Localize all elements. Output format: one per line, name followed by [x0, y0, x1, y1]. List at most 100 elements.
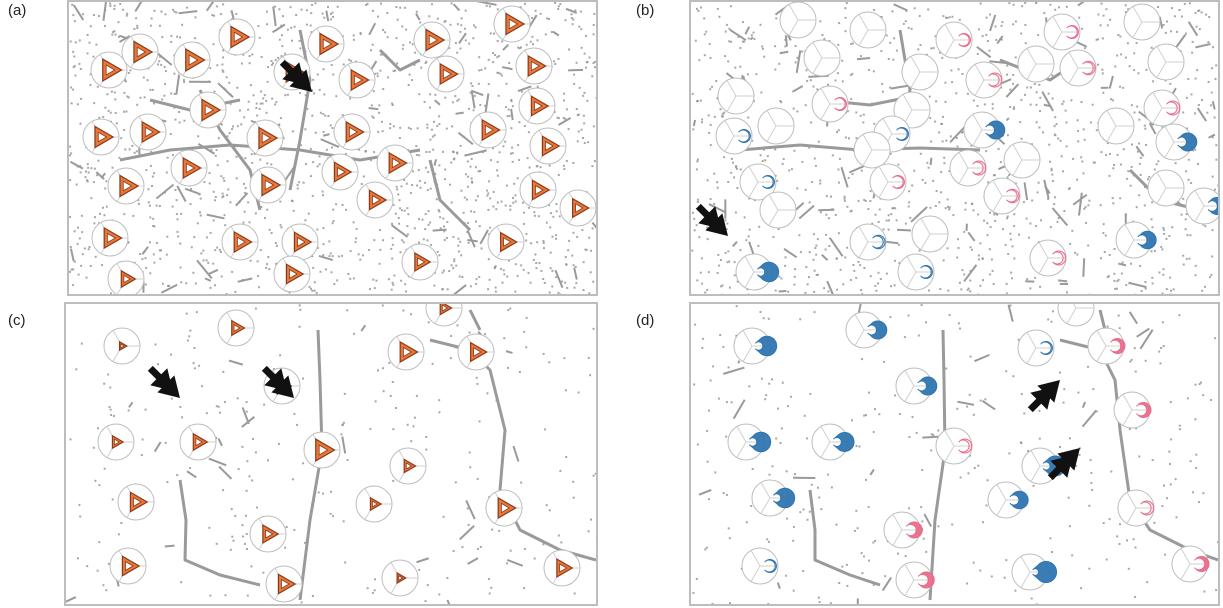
glyph-b-16	[715, 117, 753, 155]
glyph-d-1	[733, 327, 778, 365]
panel-b-content	[691, 2, 1218, 294]
glyph-a-14	[129, 113, 167, 151]
glyph-d-6	[727, 423, 772, 461]
glyph-d-17	[1171, 545, 1210, 583]
arrow-a-0	[279, 59, 312, 92]
glyph-b-28	[1185, 187, 1218, 225]
glyph-b-26	[983, 177, 1021, 215]
glyph-a-20	[249, 166, 287, 204]
glyph-c-12	[249, 515, 287, 553]
glyph-c-16	[543, 549, 581, 587]
glyph-a-5	[307, 25, 345, 63]
glyph-b-29	[759, 191, 797, 229]
glyph-c-10	[355, 485, 393, 523]
arrow-c-1	[261, 365, 294, 398]
glyph-b-19	[1097, 107, 1135, 145]
glyph-d-15	[895, 561, 935, 599]
glyph-d-5	[1113, 391, 1152, 429]
glyph-b-24	[739, 163, 777, 201]
glyph-b-23	[1003, 141, 1041, 179]
glyph-c-3	[457, 333, 495, 371]
glyph-d-13	[883, 511, 923, 549]
glyph-d-8	[935, 427, 973, 465]
glyph-a-25	[519, 171, 557, 209]
arrow-c-0	[147, 365, 180, 398]
glyph-b-2	[935, 21, 973, 59]
glyph-b-15	[757, 107, 795, 145]
glyph-a-22	[376, 144, 414, 182]
glyph-a-19	[170, 149, 208, 187]
glyph-a-9	[493, 5, 531, 43]
glyph-b-6	[803, 39, 841, 77]
arrow-d-0	[1027, 380, 1060, 413]
glyph-b-5	[1017, 45, 1055, 83]
glyph-b-22	[949, 149, 987, 187]
glyph-a-27	[91, 219, 129, 257]
glyph-a-32	[401, 243, 439, 281]
glyph-d-7	[811, 423, 855, 461]
panel-label-d: (d)	[636, 312, 655, 329]
glyph-a-3	[218, 18, 256, 56]
glyph-a-6	[338, 61, 376, 99]
panel-label-a: (a)	[8, 2, 27, 19]
glyph-a-1	[121, 33, 159, 71]
glyph-d-2	[1017, 329, 1055, 367]
glyph-b-27	[1147, 169, 1185, 207]
glyph-a-10	[515, 47, 553, 85]
glyph-b-8	[1059, 49, 1097, 87]
glyph-b-33	[1029, 239, 1067, 277]
glyph-b-21	[853, 131, 891, 169]
glyph-c-0	[103, 327, 141, 365]
glyph-a-21	[321, 153, 359, 191]
glyph-c-8	[389, 447, 427, 485]
glyph-b-10	[965, 61, 1003, 99]
glyph-c-2	[387, 333, 425, 371]
glyph-d-10	[751, 479, 796, 517]
glyph-d-0	[845, 311, 888, 349]
glyph-a-8	[427, 55, 465, 93]
glyph-a-11	[518, 87, 556, 125]
panel-label-c: (c)	[8, 312, 26, 329]
glyph-b-25	[869, 163, 907, 201]
glyph-a-31	[273, 255, 311, 293]
glyph-a-29	[281, 223, 319, 261]
glyph-b-3	[1043, 13, 1081, 51]
glyph-a-16	[333, 113, 371, 151]
glyph-c-1	[217, 309, 255, 347]
glyph-a-2	[173, 41, 211, 79]
glyph-c-6	[179, 423, 217, 461]
glyph-a-26	[559, 189, 596, 227]
glyph-c-13	[109, 547, 147, 585]
glyph-b-14	[1143, 89, 1181, 127]
glyph-d-11	[987, 481, 1029, 519]
glyph-c-5	[97, 423, 135, 461]
glyph-a-17	[469, 111, 507, 149]
glyph-a-12	[189, 91, 227, 129]
glyph-c-9	[117, 483, 155, 521]
glyph-a-30	[487, 223, 525, 261]
glyph-a-18	[529, 127, 567, 165]
glyph-b-34	[897, 253, 935, 291]
glyph-d-14	[741, 547, 779, 585]
glyph-b-9	[1147, 43, 1185, 81]
glyph-d-16	[1011, 553, 1058, 591]
glyph-d-4	[895, 367, 938, 405]
glyph-b-12	[811, 85, 849, 123]
glyph-b-4	[1123, 3, 1161, 41]
glyph-a-7	[413, 21, 451, 59]
glyph-b-35	[735, 253, 780, 291]
glyph-b-7	[901, 53, 939, 91]
glyph-a-33	[107, 260, 145, 294]
glyph-b-20	[1155, 123, 1198, 161]
arrow-d-1	[1047, 448, 1080, 481]
glyph-d-12	[1117, 489, 1155, 527]
glyph-a-15	[246, 119, 284, 157]
glyph-b-30	[911, 215, 949, 253]
glyph-d-3	[1087, 327, 1126, 365]
glyph-a-24	[356, 181, 394, 219]
glyph-d-18	[1057, 304, 1095, 327]
glyph-b-11	[717, 77, 755, 115]
panel-a-content	[69, 2, 596, 294]
glyph-c-14	[265, 565, 303, 603]
glyph-b-18	[963, 111, 1006, 149]
